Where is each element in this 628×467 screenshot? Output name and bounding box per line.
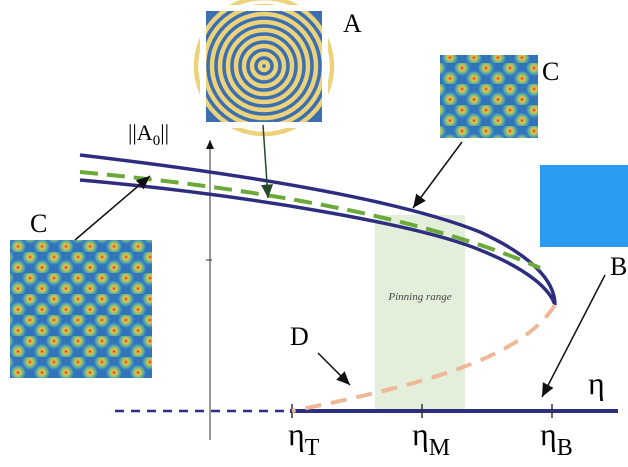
label-b: B: [610, 252, 627, 281]
uniform-pattern: [540, 165, 628, 247]
frame: [200, 5, 328, 128]
hex-pattern: [440, 55, 538, 138]
y-axis-label: ||A0||: [128, 120, 169, 149]
tick-label: ηB: [540, 416, 573, 461]
arrow: [261, 124, 274, 199]
x-axis-label: η: [588, 365, 605, 401]
tick-label: ηM: [412, 416, 450, 461]
region-label: Pinning range: [387, 291, 451, 303]
arrow: [412, 141, 463, 209]
upper-branch: [79, 153, 557, 306]
lower-branch: [79, 178, 557, 306]
pinning-region: [375, 215, 465, 411]
label-d: D: [290, 322, 309, 351]
target-pattern: [193, 0, 335, 137]
label-c: C: [542, 57, 559, 86]
label-c: C: [30, 209, 47, 238]
arrow: [317, 352, 351, 386]
tick-label: ηT: [288, 416, 320, 461]
hex-pattern: [10, 240, 152, 378]
arrow: [541, 274, 606, 398]
arrow: [74, 175, 151, 241]
label-a: A: [343, 9, 362, 38]
unstable-branch: [291, 303, 557, 413]
